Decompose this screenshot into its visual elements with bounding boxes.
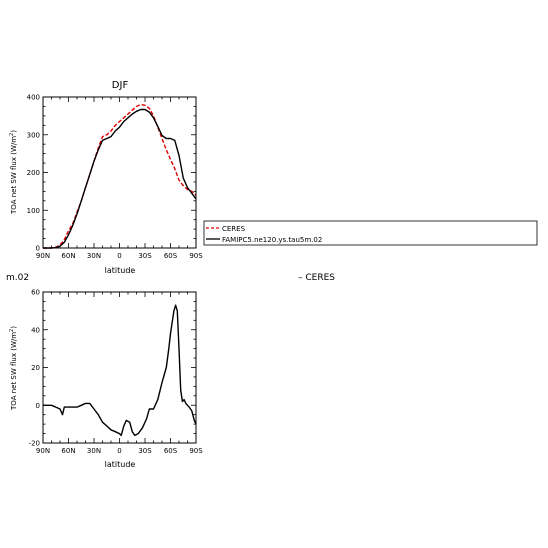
bottom-y-axis-label-end: ) [10,326,18,329]
top-x-tick-label: 60S [164,252,178,260]
top-x-tick-label: 90S [189,252,203,260]
legend-label-model: FAMIPC5.ne120.ys.tau5m.02 [222,236,322,244]
bottom-y-tick-label: -20 [29,440,40,448]
top-y-tick-label: 100 [27,207,40,215]
top-y-axis-label-main: TOA net SW flux (W/m [10,136,18,215]
bottom-y-axis-label-sup: 2 [9,329,15,332]
bottom-x-tick-label: 30N [87,447,101,455]
legend: CERES FAMIPC5.ne120.ys.tau5m.02 [203,220,538,246]
top-y-axis-label: TOA net SW flux (W/m2) [9,130,18,215]
top-x-axis-label: latitude [105,266,136,275]
stray-legend-text: – CERES [298,273,335,283]
bottom-difference-series-line [43,304,197,437]
top-panel-title: DJF [112,80,129,91]
top-y-tick-label: 200 [27,169,40,177]
top-model-series-line [43,108,197,249]
bottom-x-tick-label: 0 [117,447,121,455]
bottom-y-axis-label: TOA net SW flux (W/m2) [9,326,18,411]
legend-box [203,220,538,246]
top-panel: DJF 90N 60N 30N 0 30S 60S 90S 0 100 200 300 400 lat… [9,80,203,275]
bottom-y-tick-label: 40 [31,326,40,334]
bottom-x-axis-label: latitude [105,460,136,469]
top-x-tick-label: 0 [117,252,121,260]
bottom-panel-corner-text: m.02 [6,273,29,283]
legend-label-ceres: CERES [222,225,246,233]
bottom-x-tick-label: 90S [189,447,203,455]
bottom-panel: 90N 60N 30N 0 30S 60S 90S -20 0 20 40 60 latitude T… [9,289,203,470]
bottom-y-tick-label: 60 [31,289,40,297]
bottom-x-tick-label: 30S [138,447,152,455]
bottom-y-tick-label: 20 [31,364,40,372]
bottom-y-tick-label: 0 [36,402,40,410]
top-x-tick-label: 30N [87,252,101,260]
bottom-plot-area: 90N 60N 30N 0 30S 60S 90S -20 0 20 40 60 [29,289,204,456]
top-y-tick-label: 300 [27,131,40,139]
bottom-x-tick-label: 60S [164,447,178,455]
top-y-tick-label: 400 [27,94,40,102]
top-plot-area: 90N 60N 30N 0 30S 60S 90S 0 100 200 300 400 [27,94,204,261]
top-x-tick-label: 60N [61,252,75,260]
top-x-tick-label: 30S [138,252,152,260]
bottom-x-tick-label: 90N [36,447,50,455]
top-y-axis-label-sup: 2 [9,133,15,136]
bottom-x-tick-label: 60N [61,447,75,455]
top-y-axis-label-end: ) [10,130,18,133]
top-plot-frame [42,96,197,249]
bottom-y-axis-label-main: TOA net SW flux (W/m [10,332,18,411]
top-y-tick-label: 0 [36,245,40,253]
top-x-tick-label: 90N [36,252,50,260]
